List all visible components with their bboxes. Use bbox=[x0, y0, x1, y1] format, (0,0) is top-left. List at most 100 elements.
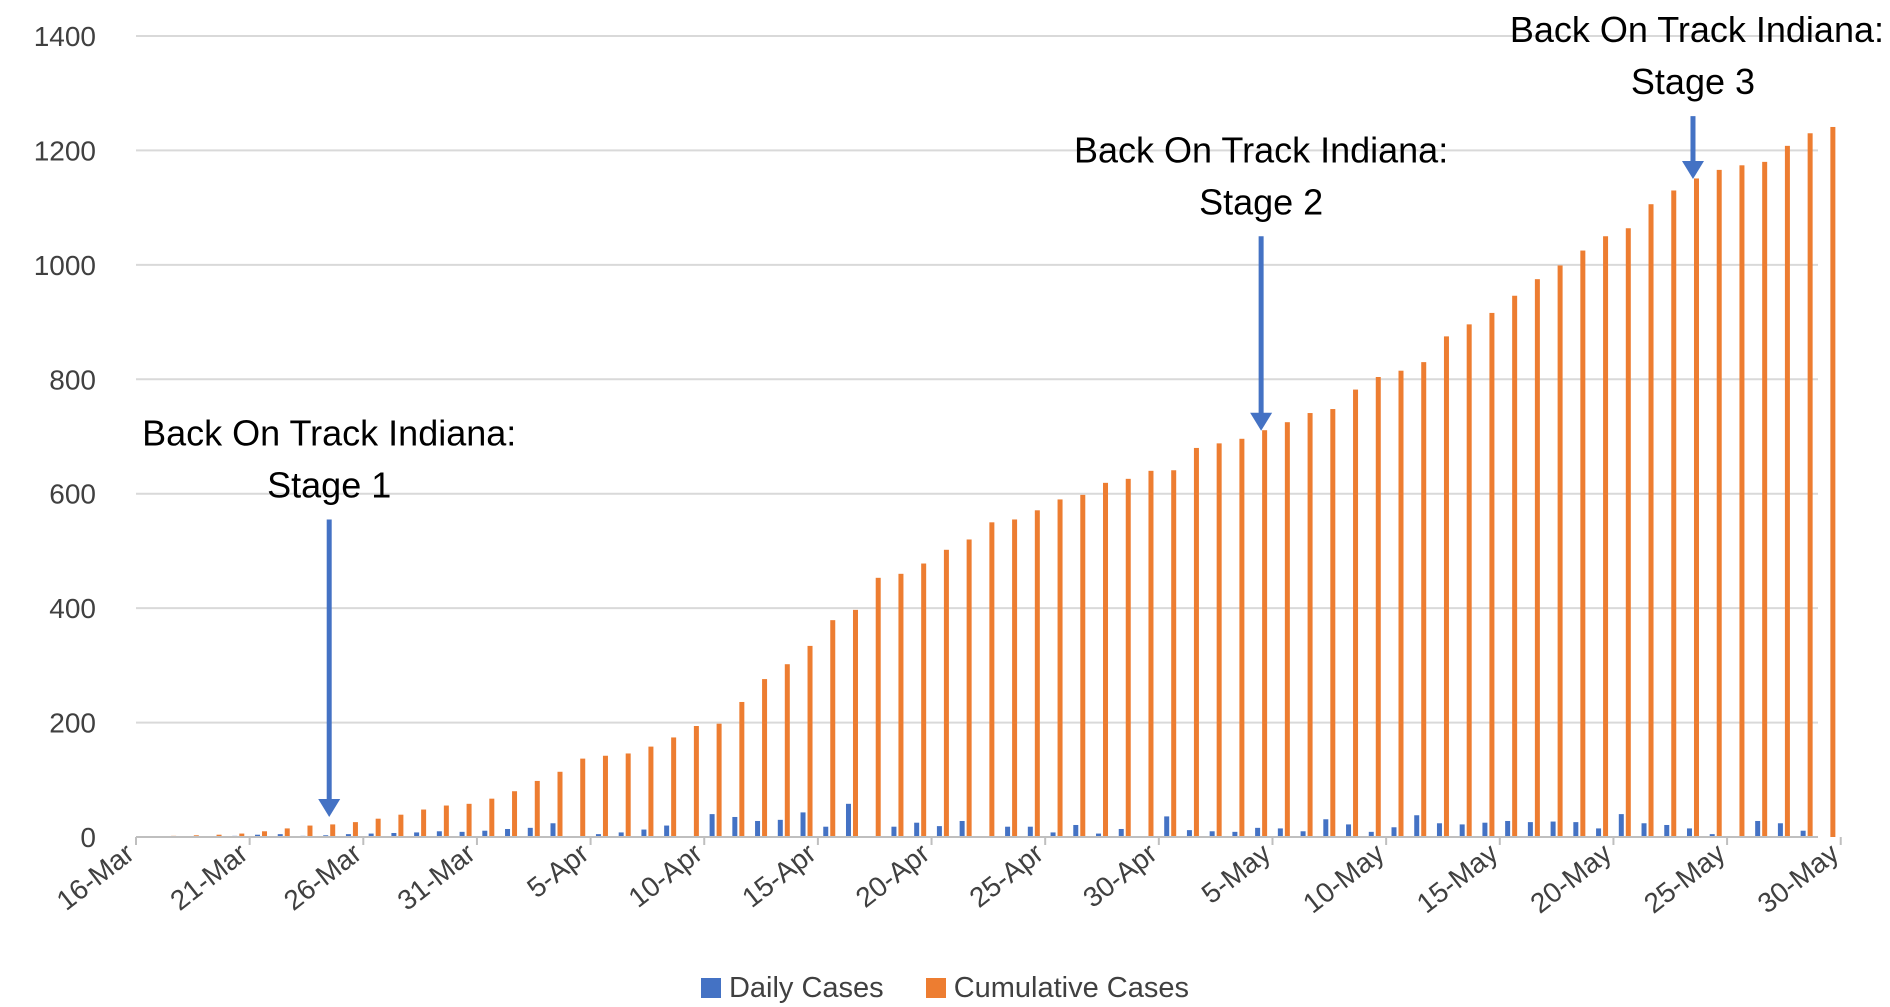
y-axis-tick-labels: 0 200 400 600 800 1000 1200 1400 bbox=[34, 21, 96, 853]
bar-cumulative bbox=[1693, 178, 1699, 838]
bar-daily bbox=[1005, 826, 1011, 837]
legend-label-daily: Daily Cases bbox=[728, 971, 884, 1004]
bar-daily bbox=[255, 834, 261, 837]
bar-daily bbox=[595, 834, 601, 837]
bar-cumulative bbox=[807, 645, 813, 837]
bar-daily bbox=[345, 834, 351, 837]
bar-daily bbox=[368, 833, 374, 837]
bar-cumulative bbox=[1512, 295, 1518, 837]
bar-daily bbox=[891, 826, 897, 837]
bar-cumulative bbox=[1216, 443, 1222, 837]
bar-daily bbox=[1550, 821, 1556, 837]
bar-cumulative bbox=[602, 755, 608, 837]
bar-daily bbox=[1368, 831, 1374, 837]
bar-daily bbox=[1300, 831, 1306, 837]
bar-cumulative bbox=[1193, 447, 1199, 837]
bar-daily bbox=[914, 822, 920, 837]
bar-cumulative bbox=[1443, 336, 1449, 837]
bar-cumulative bbox=[1830, 126, 1836, 838]
bar-cumulative bbox=[1284, 422, 1290, 837]
bar-daily bbox=[1209, 831, 1215, 837]
bar-cumulative bbox=[1398, 370, 1404, 837]
bar-cumulative bbox=[1739, 165, 1745, 837]
bar-cumulative bbox=[1489, 312, 1495, 838]
bar-cumulative bbox=[1375, 376, 1381, 837]
y-tick-label: 1400 bbox=[34, 21, 96, 52]
bar-cumulative bbox=[1534, 279, 1540, 837]
bar-daily bbox=[1505, 820, 1511, 837]
bar-daily bbox=[1391, 827, 1397, 837]
legend-item-cumulative: Cumulative Cases bbox=[925, 972, 1189, 1005]
bar-cumulative bbox=[1580, 250, 1586, 837]
y-tick-label: 200 bbox=[49, 708, 96, 739]
bar-daily bbox=[482, 830, 488, 837]
bar-cumulative bbox=[262, 831, 268, 837]
bar-cumulative bbox=[1307, 413, 1313, 837]
bar-cumulative bbox=[352, 822, 358, 837]
bar-daily bbox=[800, 812, 806, 837]
y-tick-label: 0 bbox=[80, 822, 96, 853]
bar-daily bbox=[823, 826, 829, 837]
bar-daily bbox=[1186, 830, 1192, 837]
bar-daily bbox=[1277, 828, 1283, 837]
annotation-arrow-head bbox=[1250, 412, 1273, 431]
bar-daily bbox=[1459, 824, 1465, 837]
bar-daily bbox=[1800, 830, 1806, 837]
x-tick-label: 10-May bbox=[1297, 837, 1390, 919]
bar-cumulative bbox=[1466, 324, 1472, 837]
bar-cumulative bbox=[1057, 499, 1063, 837]
y-tick-label: 400 bbox=[49, 593, 96, 624]
annotation-label-line: Back On Track Indiana: bbox=[142, 412, 516, 453]
bar-cumulative bbox=[875, 577, 881, 837]
bar-daily bbox=[618, 832, 624, 837]
bar-cumulative bbox=[557, 771, 563, 837]
bar-cumulative bbox=[1807, 133, 1813, 837]
bar-daily bbox=[1596, 828, 1602, 837]
x-tick-label: 20-May bbox=[1524, 837, 1617, 919]
bar-cumulative bbox=[307, 825, 313, 837]
bar-cumulative bbox=[648, 746, 654, 837]
bar-daily bbox=[1641, 823, 1647, 837]
bar-cumulative bbox=[1625, 228, 1631, 838]
annotation-label-line: Back On Track Indiana: bbox=[1074, 129, 1448, 170]
bar-cumulative bbox=[830, 620, 836, 837]
bar-cumulative bbox=[1171, 470, 1177, 837]
annotation-label-line: Stage 1 bbox=[267, 464, 391, 505]
bar-daily bbox=[1664, 824, 1670, 837]
bar-cumulative bbox=[1671, 190, 1677, 837]
bar-cumulative bbox=[580, 758, 586, 837]
bar-cumulative bbox=[421, 809, 427, 837]
bar-cumulative bbox=[443, 805, 449, 837]
bar-daily bbox=[936, 826, 942, 837]
bar-daily bbox=[277, 834, 283, 837]
y-tick-label: 800 bbox=[49, 364, 96, 395]
bar-cumulative bbox=[398, 814, 404, 837]
bar-daily bbox=[1073, 824, 1079, 837]
legend: Daily Cases Cumulative Cases bbox=[0, 969, 1890, 1007]
bar-daily bbox=[459, 831, 465, 837]
bar-cumulative bbox=[1603, 236, 1609, 837]
bar-daily bbox=[1755, 820, 1761, 837]
legend-item-daily: Daily Cases bbox=[700, 971, 884, 1005]
x-tick-label: 21-Mar bbox=[164, 837, 253, 916]
annotations: Back On Track Indiana: Stage 1 Back On Tra… bbox=[142, 9, 1884, 817]
bar-daily bbox=[1414, 815, 1420, 837]
annotation-stage-2: Back On Track Indiana: Stage 2 bbox=[1074, 129, 1448, 431]
bar-daily bbox=[436, 831, 442, 837]
y-tick-label: 600 bbox=[49, 479, 96, 510]
annotation-label-line: Back On Track Indiana: bbox=[1510, 9, 1884, 50]
x-axis-tick-labels: 16-Mar 21-Mar 26-Mar 31-Mar 5-Apr 10-Apr 15-Ap… bbox=[51, 837, 1844, 919]
bar-cumulative bbox=[284, 828, 290, 837]
bar-daily bbox=[1573, 822, 1579, 837]
bar-cumulative bbox=[1353, 389, 1359, 837]
bar-cumulative bbox=[1421, 362, 1427, 837]
bar-daily bbox=[664, 825, 670, 837]
bar-daily bbox=[755, 820, 761, 837]
bar-cumulative bbox=[784, 664, 790, 837]
y-tick-label: 1000 bbox=[34, 250, 96, 281]
x-tick-label: 20-Apr bbox=[850, 837, 935, 913]
x-tick-label: 26-Mar bbox=[278, 837, 367, 916]
bar-cumulative bbox=[943, 549, 949, 837]
bar-cumulative bbox=[534, 780, 540, 837]
legend-swatch-cumulative bbox=[925, 978, 946, 998]
